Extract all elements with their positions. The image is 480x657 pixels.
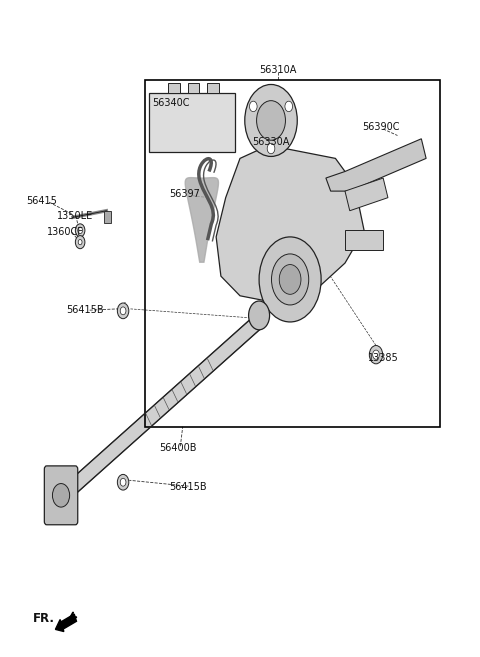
Text: 56390C: 56390C (362, 122, 399, 132)
Circle shape (75, 224, 85, 237)
Polygon shape (345, 178, 388, 211)
Circle shape (120, 478, 126, 486)
FancyBboxPatch shape (44, 466, 78, 525)
Circle shape (369, 346, 383, 364)
Circle shape (117, 303, 129, 319)
Circle shape (257, 101, 286, 140)
FancyArrow shape (55, 614, 76, 631)
Text: 56340C: 56340C (152, 98, 190, 108)
Circle shape (75, 236, 85, 249)
Circle shape (120, 307, 126, 315)
Circle shape (117, 474, 129, 490)
Circle shape (272, 254, 309, 305)
Circle shape (249, 301, 270, 330)
Bar (206, 83, 218, 93)
Circle shape (52, 484, 70, 507)
Bar (149, 93, 235, 152)
Text: 13385: 13385 (368, 353, 398, 363)
Circle shape (285, 101, 293, 112)
Text: 56310A: 56310A (260, 65, 297, 75)
Polygon shape (326, 139, 426, 191)
Polygon shape (216, 145, 364, 302)
Circle shape (250, 101, 257, 112)
Bar (188, 83, 199, 93)
Text: 1360CF: 1360CF (48, 227, 84, 237)
Text: 56415B: 56415B (66, 306, 104, 315)
Circle shape (259, 237, 321, 322)
Circle shape (267, 143, 275, 154)
Circle shape (78, 240, 82, 245)
Text: FR.: FR. (33, 612, 55, 625)
Circle shape (245, 85, 297, 156)
Text: 56400B: 56400B (159, 443, 197, 453)
Circle shape (78, 227, 83, 234)
Polygon shape (53, 312, 264, 509)
Polygon shape (185, 177, 218, 262)
Bar (104, 211, 111, 223)
Circle shape (372, 350, 379, 359)
Polygon shape (345, 231, 383, 250)
Bar (144, 80, 441, 426)
Text: 56397: 56397 (170, 189, 201, 199)
Circle shape (279, 265, 301, 294)
Text: 56415B: 56415B (168, 482, 206, 492)
Text: 56415: 56415 (26, 196, 58, 206)
Text: 56330A: 56330A (252, 137, 290, 147)
Text: 1350LE: 1350LE (57, 211, 94, 221)
Bar (168, 83, 180, 93)
